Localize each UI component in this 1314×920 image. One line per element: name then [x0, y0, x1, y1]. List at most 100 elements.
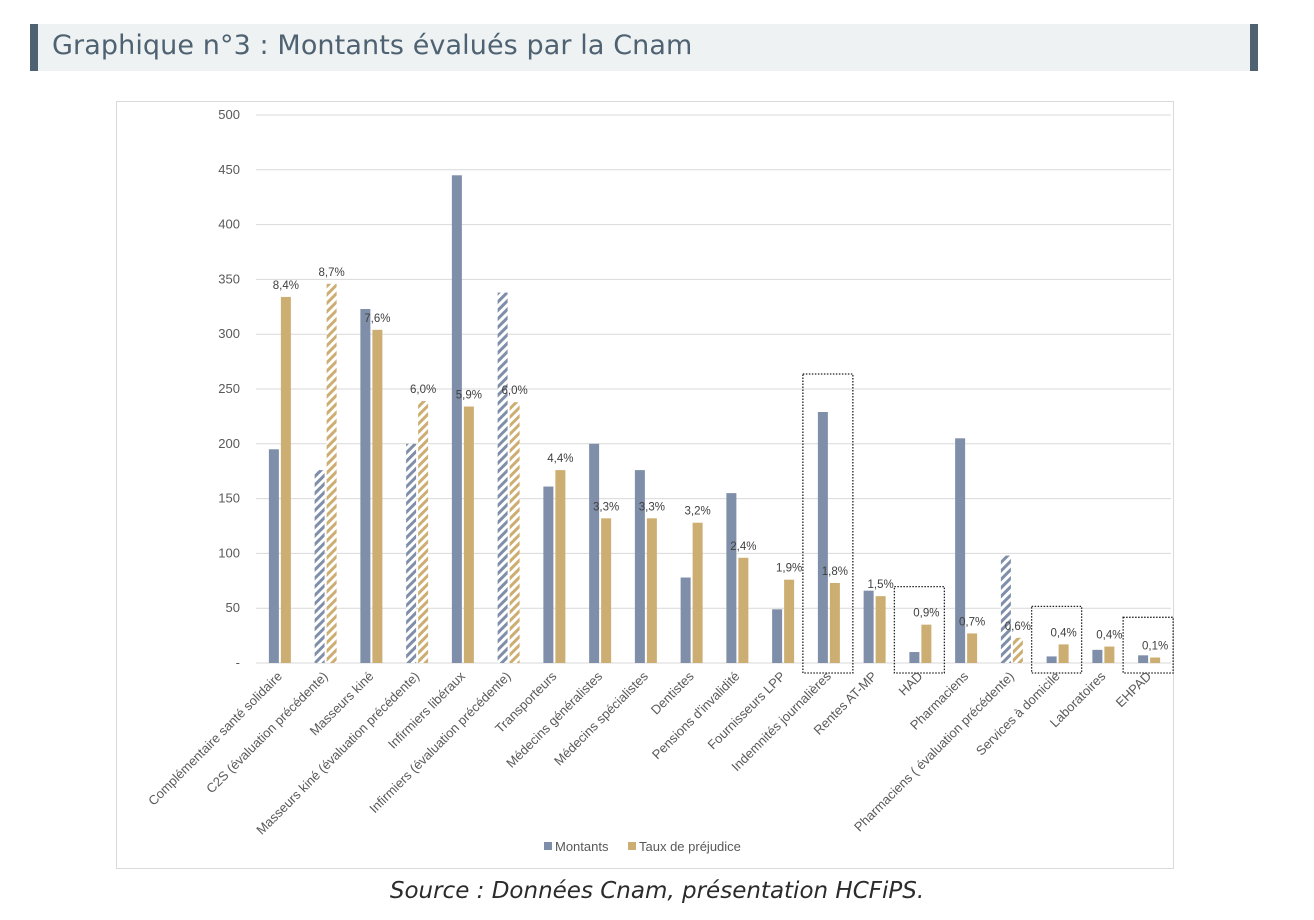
data-label: 5,9% [456, 390, 482, 402]
bar-taux-prejudice [326, 283, 337, 663]
data-label: 4,4% [547, 453, 573, 465]
data-label: 0,7% [959, 616, 985, 628]
page-title: Graphique n°3 : Montants évalués par la … [52, 30, 693, 61]
highlight-boxes [802, 373, 1174, 674]
bar-taux-prejudice [829, 582, 840, 663]
bar-montants [589, 443, 600, 663]
bar-montants [543, 486, 554, 663]
bar-taux-prejudice [1012, 637, 1023, 663]
bar-montants [497, 292, 508, 663]
data-labels: 8,4% 8,7% 7,6% 6,0% 5,9% 6,0% 4,4% 3,3% 3,3% 3,2%… [273, 267, 1168, 653]
bar-taux-prejudice [555, 470, 566, 663]
source-caption: Source : Données Cnam, présentation HCFi… [389, 878, 925, 904]
data-label: 3,3% [639, 501, 665, 513]
bar-montants [314, 470, 325, 663]
bar-taux-prejudice [738, 557, 749, 663]
bars [268, 175, 1161, 663]
bar-montants [909, 652, 920, 663]
banner-right-accent [1250, 24, 1258, 71]
data-label: 0,4% [1051, 627, 1077, 639]
bar-montants [1046, 656, 1057, 663]
bar-montants [360, 308, 371, 663]
bar-taux-prejudice [601, 518, 612, 663]
highlight-box [893, 585, 946, 674]
data-label: 6,0% [502, 385, 528, 397]
data-label: 1,9% [776, 563, 802, 575]
y-tick-label: 500 [218, 107, 240, 122]
data-label: 1,5% [868, 579, 894, 591]
data-label: 0,1% [1142, 641, 1168, 653]
bar-taux-prejudice [1104, 646, 1115, 663]
bar-taux-prejudice [1058, 644, 1069, 663]
bar-montants [1000, 555, 1011, 663]
y-tick-label: 200 [218, 436, 240, 451]
data-label: 8,7% [319, 267, 345, 279]
y-axis-ticks: - 50 100 150 200 250 300 350 400 450 500 [218, 107, 240, 670]
bar-montants [817, 412, 828, 663]
bar-taux-prejudice [692, 522, 703, 663]
y-tick-label: 250 [218, 381, 240, 396]
bar-taux-prejudice [418, 401, 429, 663]
data-label: 2,4% [730, 541, 756, 553]
x-tick-label: Infirmiers libéraux [385, 668, 468, 751]
legend: Montants Taux de préjudice [544, 839, 741, 854]
bar-taux-prejudice [646, 518, 657, 663]
bar-montants [772, 609, 783, 663]
bar-taux-prejudice [463, 406, 474, 663]
y-tick-label: 150 [218, 491, 240, 506]
bar-taux-prejudice [967, 633, 978, 663]
y-tick-label: 300 [218, 326, 240, 341]
bar-montants [634, 470, 645, 663]
chart-frame [116, 101, 1174, 869]
bar-montants [406, 443, 417, 663]
bar-taux-prejudice [784, 579, 795, 663]
data-label: 1,8% [822, 566, 848, 578]
data-label: 3,3% [593, 501, 619, 513]
y-tick-label: 100 [218, 545, 240, 560]
y-tick-label: 350 [218, 271, 240, 286]
x-tick-label: EHPAD [1113, 669, 1155, 711]
legend-label-montants: Montants [555, 839, 609, 854]
bar-montants [726, 493, 737, 663]
bar-taux-prejudice [875, 596, 886, 663]
bar-taux-prejudice [280, 296, 291, 663]
x-tick-label: Masseurs kiné (évaluation précédente) [253, 669, 422, 838]
bar-montants [268, 449, 279, 663]
bar-montants [1092, 649, 1103, 663]
highlight-box [802, 373, 854, 674]
y-tick-label: - [236, 655, 240, 670]
legend-swatch-montants [544, 842, 552, 850]
data-label: 7,6% [364, 313, 390, 325]
x-tick-label: Services à domicile [973, 669, 1063, 759]
y-tick-label: 50 [226, 600, 240, 615]
highlight-box [1030, 605, 1083, 674]
bar-taux-prejudice [509, 402, 520, 663]
bar-montants [680, 577, 691, 663]
x-tick-label: Médecins spécialistes [551, 668, 651, 768]
x-tick-label: Pensions d'invalidité [649, 669, 743, 763]
gridlines [256, 114, 1171, 664]
bar-taux-prejudice [921, 624, 932, 663]
data-label: 6,0% [410, 384, 436, 396]
data-label: 3,2% [685, 506, 711, 518]
bar-montants [1138, 655, 1149, 663]
x-tick-label: Fournisseurs LPP [705, 669, 789, 753]
y-tick-label: 450 [218, 162, 240, 177]
data-label: 0,4% [1096, 630, 1122, 642]
chart-title-banner: Graphique n°3 : Montants évalués par la … [30, 24, 1258, 71]
banner-left-accent [30, 24, 38, 71]
bar-montants [451, 175, 462, 663]
data-label: 0,6% [1005, 621, 1031, 633]
bar-montants [863, 590, 874, 663]
x-tick-label: Pharmaciens ( évaluation précédente) [851, 669, 1017, 835]
data-label: 8,4% [273, 280, 299, 292]
bar-taux-prejudice [372, 329, 383, 663]
legend-swatch-taux [628, 842, 636, 850]
highlight-box [1122, 616, 1174, 674]
bar-taux-prejudice [1150, 657, 1161, 663]
data-label: 0,9% [913, 608, 939, 620]
legend-label-taux: Taux de préjudice [639, 839, 741, 854]
y-tick-label: 400 [218, 217, 240, 232]
